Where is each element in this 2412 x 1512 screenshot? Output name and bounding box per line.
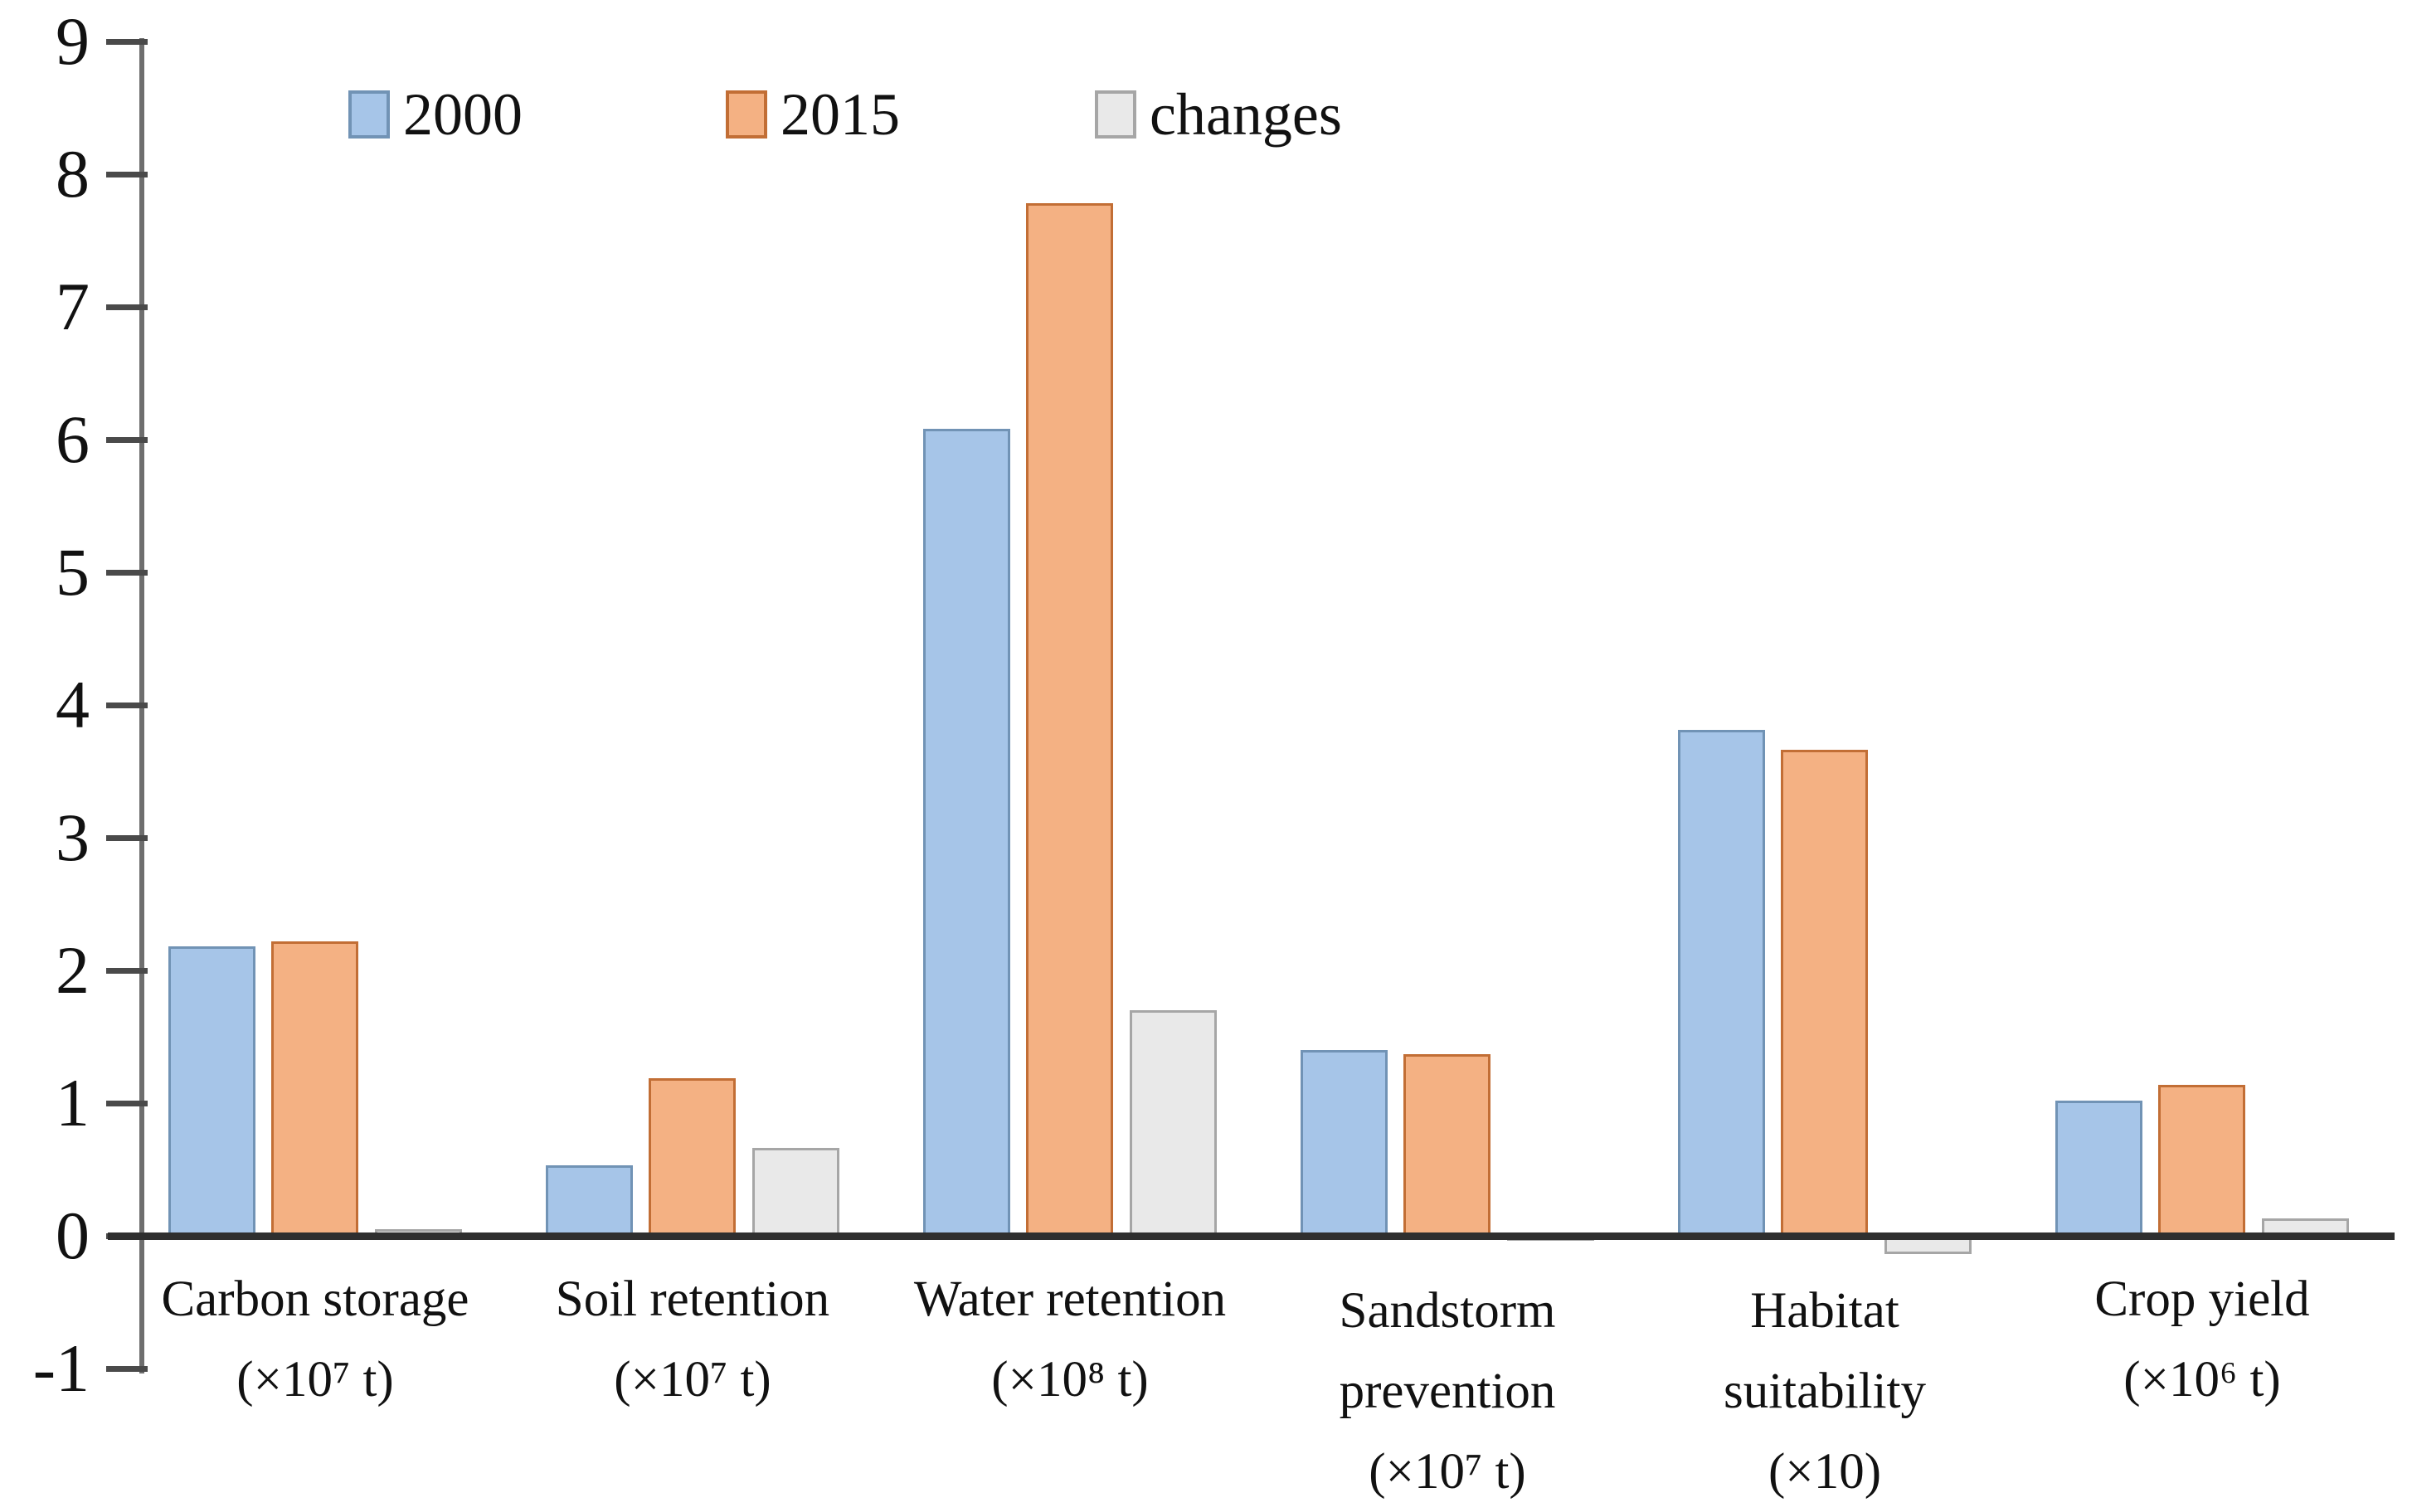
category-label-group4-line1: Sandstorm xyxy=(1339,1283,1556,1339)
category-label-group6-line1: Crop yield xyxy=(2094,1271,2310,1327)
y-tick-label-2: 2 xyxy=(56,932,90,1008)
bar-2000-group4 xyxy=(1301,1050,1388,1236)
bar-2015-group4 xyxy=(1403,1053,1490,1236)
y-tick-label-4: 4 xyxy=(56,667,90,742)
legend-label-2015: 2015 xyxy=(780,81,900,148)
category-label-group1-line1: Carbon storage xyxy=(161,1271,469,1327)
category-label-group3-line2: (×10⁸ t) xyxy=(991,1352,1149,1407)
y-tick-label-1: 1 xyxy=(56,1065,90,1140)
y-tick-mark-1 xyxy=(106,1101,148,1106)
legend-swatch-changes xyxy=(1095,90,1136,139)
y-tick-label-9: 9 xyxy=(56,3,90,79)
legend-label-changes: changes xyxy=(1150,81,1342,148)
y-tick-mark-8 xyxy=(106,172,148,177)
y-tick-label-3: 3 xyxy=(56,800,90,875)
category-label-group5-line2: suitability xyxy=(1724,1364,1926,1419)
y-tick-label-0: 0 xyxy=(56,1198,90,1273)
category-label-group2: Soil retention (×10⁷ t) xyxy=(502,1259,883,1420)
y-tick-label-6: 6 xyxy=(56,401,90,477)
category-label-group5-line1: Habitat xyxy=(1750,1283,1899,1339)
legend-item-changes: changes xyxy=(1095,81,1342,148)
category-label-group2-line2: (×10⁷ t) xyxy=(614,1352,771,1407)
bar-2015-group6 xyxy=(2158,1084,2245,1236)
y-tick-mark--1 xyxy=(106,1366,148,1372)
legend-item-2015: 2015 xyxy=(726,81,900,148)
bar-2015-group5 xyxy=(1781,750,1868,1236)
bar-2000-group6 xyxy=(2055,1100,2142,1236)
category-label-group3: Water retention (×10⁸ t) xyxy=(879,1259,1261,1420)
y-tick-mark-5 xyxy=(106,570,148,576)
y-tick-label--1: -1 xyxy=(32,1330,90,1406)
category-label-group4-line3: (×10⁷ t) xyxy=(1369,1444,1526,1500)
bar-2015-group3 xyxy=(1026,203,1113,1236)
y-tick-label-7: 7 xyxy=(56,269,90,344)
legend-item-2000: 2000 xyxy=(348,81,523,148)
bar-2000-group5 xyxy=(1678,730,1765,1236)
y-tick-label-5: 5 xyxy=(56,534,90,610)
category-label-group1: Carbon storage (×10⁷ t) xyxy=(124,1259,506,1420)
x-axis-line xyxy=(108,1232,2395,1240)
category-label-group2-line1: Soil retention xyxy=(555,1271,830,1327)
y-tick-mark-4 xyxy=(106,703,148,708)
category-label-group6: Crop yield (×10⁶ t) xyxy=(2011,1259,2393,1420)
y-tick-mark-9 xyxy=(106,39,148,45)
bar-changes-group2 xyxy=(752,1148,839,1236)
legend-label-2000: 2000 xyxy=(403,81,523,148)
bar-changes-group3 xyxy=(1130,1010,1217,1236)
y-tick-mark-6 xyxy=(106,437,148,443)
category-label-group1-line2: (×10⁷ t) xyxy=(236,1352,394,1407)
category-label-group3-line1: Water retention xyxy=(913,1271,1227,1327)
y-tick-mark-3 xyxy=(106,835,148,841)
y-tick-mark-2 xyxy=(106,968,148,974)
category-label-group5-line3: (×10) xyxy=(1768,1444,1882,1500)
category-label-group4-line2: prevention xyxy=(1339,1364,1556,1419)
legend-swatch-2000 xyxy=(348,90,390,139)
bar-2015-group2 xyxy=(649,1077,736,1236)
y-tick-mark-7 xyxy=(106,304,148,310)
bar-2000-group2 xyxy=(546,1165,633,1236)
category-label-group4: Sandstorm prevention (×10⁷ t) xyxy=(1257,1271,1638,1512)
legend-swatch-2015 xyxy=(726,90,767,139)
y-tick-label-8: 8 xyxy=(56,136,90,211)
category-label-group5: Habitat suitability (×10) xyxy=(1634,1271,2016,1512)
bar-2000-group1 xyxy=(168,946,255,1236)
bar-2015-group1 xyxy=(271,941,358,1236)
category-label-group6-line2: (×10⁶ t) xyxy=(2123,1352,2281,1407)
bar-2000-group3 xyxy=(923,429,1010,1236)
